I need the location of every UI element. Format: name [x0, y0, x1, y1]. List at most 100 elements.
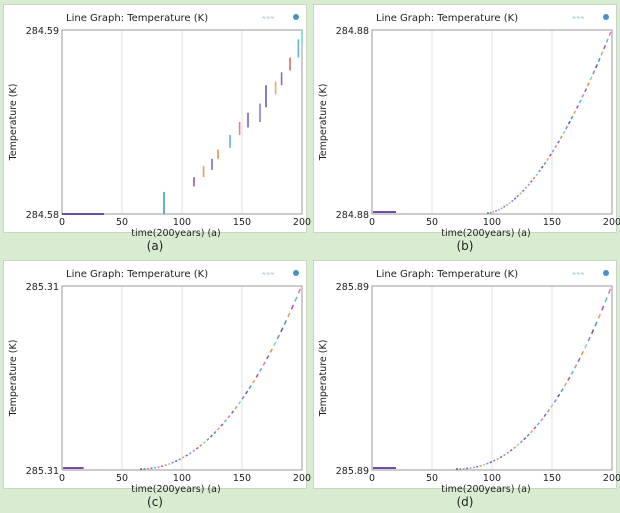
series-point	[554, 144, 558, 149]
series-point	[535, 173, 539, 177]
chart-title: Line Graph: Temperature (K)	[376, 13, 518, 24]
y-tick-label: 285.89	[336, 466, 369, 477]
series-point	[280, 327, 284, 333]
plot-frame	[61, 285, 303, 471]
series-point	[538, 169, 541, 173]
series-point	[213, 431, 217, 435]
series-point	[505, 203, 509, 207]
x-tick-label: 100	[483, 217, 501, 228]
logo-icon	[603, 270, 609, 276]
series-point	[526, 433, 530, 437]
logo-mark: ≈≈≈	[572, 271, 585, 277]
series-point	[500, 207, 503, 210]
series-point	[185, 454, 189, 457]
series-point	[530, 430, 534, 434]
y-tick-label: 285.31	[26, 282, 59, 293]
x-tick-label: 100	[483, 473, 501, 484]
series-point	[178, 458, 182, 461]
y-tick-label: 284.88	[336, 210, 369, 221]
x-tick-label: 200	[603, 217, 620, 228]
x-tick-label: 50	[116, 473, 128, 484]
series-point	[521, 189, 525, 193]
series-point	[511, 199, 514, 203]
series-point	[269, 348, 273, 353]
y-axis-label: Temperature (K)	[8, 84, 19, 162]
series-point	[237, 400, 242, 405]
x-axis-label: time(200years) (a)	[441, 484, 530, 495]
series-point	[573, 110, 577, 115]
x-tick-label: 50	[116, 217, 128, 228]
plot-frame	[61, 29, 303, 215]
series-point	[202, 441, 206, 444]
series-point	[548, 153, 552, 157]
plot-card	[3, 4, 307, 233]
series-point	[252, 379, 256, 384]
x-tick-label: 200	[293, 217, 311, 228]
logo-mark: ≈≈≈	[262, 271, 275, 277]
series-point	[482, 463, 486, 466]
series-point	[181, 456, 185, 459]
series-point	[586, 82, 590, 87]
y-tick-label: 284.88	[336, 26, 369, 37]
series-point	[266, 355, 270, 360]
x-tick-label: 50	[426, 217, 438, 228]
series-point	[551, 149, 555, 153]
series-point	[273, 341, 277, 347]
series-point	[597, 313, 601, 319]
x-tick-label: 100	[173, 473, 191, 484]
y-tick-label: 284.59	[26, 26, 59, 37]
series-point	[559, 135, 563, 139]
series-point	[519, 192, 522, 195]
series-point	[513, 197, 517, 200]
series-point	[283, 320, 288, 325]
series-point	[255, 373, 259, 378]
chart-b: Line Graph: Temperature (K) ≈≈≈ 0 50 100 150 2…	[318, 13, 620, 239]
x-tick-label: 0	[369, 473, 375, 484]
series-point	[553, 399, 557, 403]
series-point	[580, 350, 585, 356]
chart-title: Line Graph: Temperature (K)	[376, 269, 518, 280]
x-tick-label: 200	[293, 473, 311, 484]
series-point	[608, 31, 612, 37]
series-point	[499, 455, 503, 459]
series-point	[574, 364, 578, 369]
plot-card	[3, 260, 307, 489]
series-point	[230, 410, 235, 414]
series-point	[578, 99, 582, 104]
series-point	[479, 464, 482, 467]
logo-icon	[293, 270, 299, 276]
series-point	[503, 453, 506, 457]
series-point	[557, 140, 560, 144]
series-point	[188, 451, 192, 455]
logo-icon	[603, 14, 609, 20]
series-point	[533, 426, 537, 430]
caption-b: (b)	[456, 239, 474, 253]
series-point	[577, 357, 581, 363]
series-point	[570, 115, 574, 120]
series-point	[562, 130, 566, 135]
series-point	[527, 183, 530, 187]
series-point	[540, 165, 544, 169]
series-point	[607, 288, 612, 294]
x-tick-label: 150	[233, 217, 251, 228]
series-point	[581, 93, 585, 98]
x-tick-label: 0	[59, 217, 65, 228]
chart-title: Line Graph: Temperature (K)	[66, 13, 208, 24]
series-point	[495, 209, 498, 212]
series-point	[276, 334, 280, 340]
y-tick-label: 284.58	[26, 210, 59, 221]
plot-card	[313, 4, 617, 233]
series-point	[557, 393, 561, 398]
series-point	[234, 405, 238, 410]
x-tick-label: 0	[59, 473, 65, 484]
chart-c: Line Graph: Temperature (K) ≈≈≈ 0 50 100 150 2…	[8, 269, 311, 495]
panel-a: Line Graph: Temperature (K) ≈≈≈ 0 50 100 150 2…	[0, 0, 311, 256]
x-axis-label: time(200years) (a)	[131, 228, 220, 239]
series-point	[600, 51, 604, 56]
series-point	[496, 457, 499, 461]
logo-icon	[293, 14, 299, 20]
series-point	[290, 304, 295, 310]
series-point	[245, 390, 249, 395]
panel-b: Line Graph: Temperature (K) ≈≈≈ 0 50 100 150 2…	[310, 0, 620, 256]
series-point	[216, 427, 220, 431]
